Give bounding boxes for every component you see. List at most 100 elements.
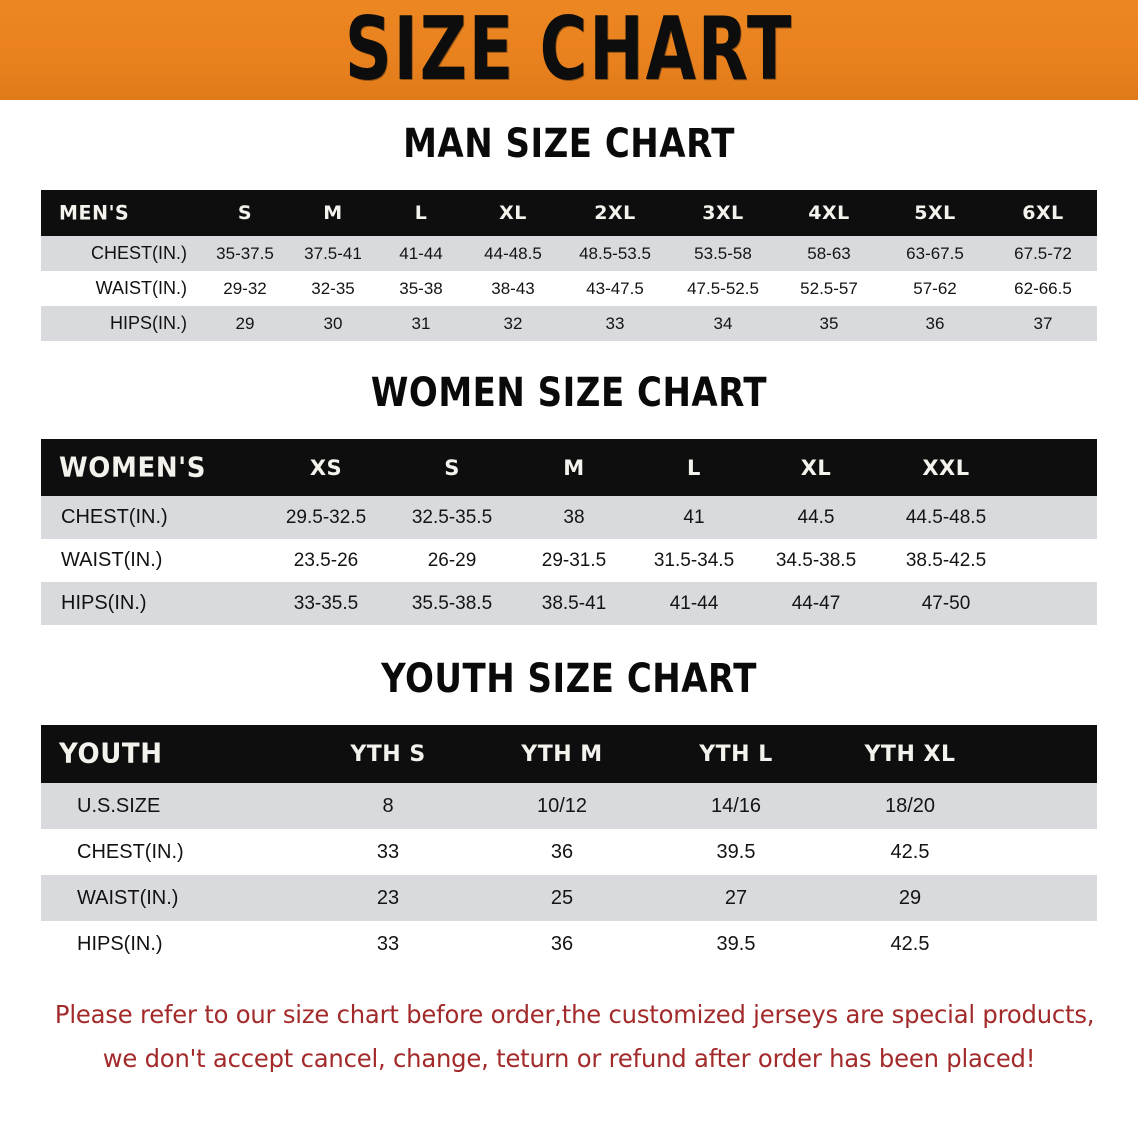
table-cell: 34	[669, 306, 777, 341]
table-cell: 32	[465, 306, 561, 341]
youth-col-yth-xl: YTH XL	[864, 741, 956, 767]
women-row-label-waist: WAIST(IN.)	[41, 539, 263, 582]
table-cell	[1015, 582, 1097, 625]
table-cell: 44-48.5	[465, 236, 561, 271]
table-cell: 62-66.5	[989, 271, 1097, 306]
table-cell: 33	[301, 921, 475, 967]
table-cell: 42.5	[823, 921, 997, 967]
table-row: WAIST(IN.) 29-32 32-35 35-38 38-43 43-47…	[41, 271, 1097, 306]
table-cell: 33	[561, 306, 669, 341]
table-cell: 31.5-34.5	[633, 539, 755, 582]
table-cell: 42.5	[823, 829, 997, 875]
women-col-m: M	[563, 455, 585, 480]
table-cell: 35-37.5	[201, 236, 289, 271]
men-col-xl: XL	[499, 202, 527, 224]
table-header-row: MEN'S S M L XL 2XL 3XL 4XL 5XL 6XL	[41, 190, 1097, 236]
women-col-s: S	[444, 455, 460, 480]
table-cell: 14/16	[649, 783, 823, 829]
table-cell: 37.5-41	[289, 236, 377, 271]
women-row-label-hips: HIPS(IN.)	[41, 582, 263, 625]
table-cell: 37	[989, 306, 1097, 341]
table-row: HIPS(IN.) 33 36 39.5 42.5	[41, 921, 1097, 967]
table-cell: 41-44	[633, 582, 755, 625]
table-cell: 33-35.5	[263, 582, 389, 625]
table-row: HIPS(IN.) 33-35.5 35.5-38.5 38.5-41 41-4…	[41, 582, 1097, 625]
table-row: CHEST(IN.) 29.5-32.5 32.5-35.5 38 41 44.…	[41, 496, 1097, 539]
women-rowhead-label: WOMEN'S	[59, 451, 207, 484]
table-cell: 23.5-26	[263, 539, 389, 582]
youth-row-label-us-size: U.S.SIZE	[41, 783, 301, 829]
table-row: CHEST(IN.) 35-37.5 37.5-41 41-44 44-48.5…	[41, 236, 1097, 271]
women-col-l: L	[687, 455, 701, 480]
table-cell: 31	[377, 306, 465, 341]
man-section-title: MAN SIZE CHART	[403, 120, 735, 168]
table-cell	[997, 829, 1097, 875]
table-row: WAIST(IN.) 23.5-26 26-29 29-31.5 31.5-34…	[41, 539, 1097, 582]
table-cell: 44.5	[755, 496, 877, 539]
youth-section-title: YOUTH SIZE CHART	[381, 655, 757, 703]
men-row-label-chest: CHEST(IN.)	[41, 236, 201, 271]
table-cell: 30	[289, 306, 377, 341]
page-title: SIZE CHART	[344, 0, 794, 100]
table-cell: 35.5-38.5	[389, 582, 515, 625]
table-cell: 58-63	[777, 236, 881, 271]
youth-row-label-waist: WAIST(IN.)	[41, 875, 301, 921]
table-cell: 8	[301, 783, 475, 829]
table-cell: 36	[475, 921, 649, 967]
table-cell: 41	[633, 496, 755, 539]
women-col-spacer	[1015, 439, 1097, 496]
men-col-l: L	[414, 202, 428, 224]
return-policy-disclaimer: Please refer to our size chart before or…	[54, 993, 1095, 1081]
table-cell	[997, 921, 1097, 967]
youth-col-yth-s: YTH S	[350, 741, 426, 767]
table-cell: 38.5-41	[515, 582, 633, 625]
table-cell: 29-31.5	[515, 539, 633, 582]
women-size-table: WOMEN'S XS S M L XL XXL CHEST(IN.) 29.5-…	[41, 439, 1097, 625]
table-cell: 36	[475, 829, 649, 875]
table-cell	[997, 783, 1097, 829]
man-size-table: MEN'S S M L XL 2XL 3XL 4XL 5XL 6XL CHEST…	[41, 190, 1097, 341]
men-col-m: M	[323, 202, 343, 224]
men-col-5xl: 5XL	[914, 202, 956, 224]
table-cell: 47-50	[877, 582, 1015, 625]
men-col-4xl: 4XL	[808, 202, 850, 224]
table-cell: 32.5-35.5	[389, 496, 515, 539]
table-header-row: WOMEN'S XS S M L XL XXL	[41, 439, 1097, 496]
table-cell: 53.5-58	[669, 236, 777, 271]
table-cell: 29-32	[201, 271, 289, 306]
table-cell: 38-43	[465, 271, 561, 306]
table-cell: 67.5-72	[989, 236, 1097, 271]
youth-col-spacer	[997, 725, 1097, 783]
table-cell: 29	[201, 306, 289, 341]
table-cell: 39.5	[649, 829, 823, 875]
size-chart-banner: SIZE CHART	[0, 0, 1138, 100]
table-cell: 48.5-53.5	[561, 236, 669, 271]
table-cell: 44-47	[755, 582, 877, 625]
men-col-6xl: 6XL	[1022, 202, 1064, 224]
table-cell: 10/12	[475, 783, 649, 829]
women-col-xs: XS	[309, 455, 343, 480]
disclaimer-line-1: Please refer to our size chart before or…	[54, 1000, 1095, 1029]
table-cell	[997, 875, 1097, 921]
table-row: WAIST(IN.) 23 25 27 29	[41, 875, 1097, 921]
table-row: CHEST(IN.) 33 36 39.5 42.5	[41, 829, 1097, 875]
table-cell: 33	[301, 829, 475, 875]
table-cell: 38.5-42.5	[877, 539, 1015, 582]
table-cell	[1015, 496, 1097, 539]
table-cell: 63-67.5	[881, 236, 989, 271]
men-col-2xl: 2XL	[594, 202, 636, 224]
men-rowhead-label: MEN'S	[59, 201, 130, 225]
table-cell: 32-35	[289, 271, 377, 306]
disclaimer-line-2: we don't accept cancel, change, teturn o…	[102, 1044, 1036, 1073]
table-cell	[1015, 539, 1097, 582]
table-cell: 44.5-48.5	[877, 496, 1015, 539]
table-row: HIPS(IN.) 29 30 31 32 33 34 35 36 37	[41, 306, 1097, 341]
table-cell: 47.5-52.5	[669, 271, 777, 306]
men-row-label-hips: HIPS(IN.)	[41, 306, 201, 341]
table-row: U.S.SIZE 8 10/12 14/16 18/20	[41, 783, 1097, 829]
youth-row-label-chest: CHEST(IN.)	[41, 829, 301, 875]
women-row-label-chest: CHEST(IN.)	[41, 496, 263, 539]
table-cell: 52.5-57	[777, 271, 881, 306]
table-cell: 34.5-38.5	[755, 539, 877, 582]
table-cell: 36	[881, 306, 989, 341]
